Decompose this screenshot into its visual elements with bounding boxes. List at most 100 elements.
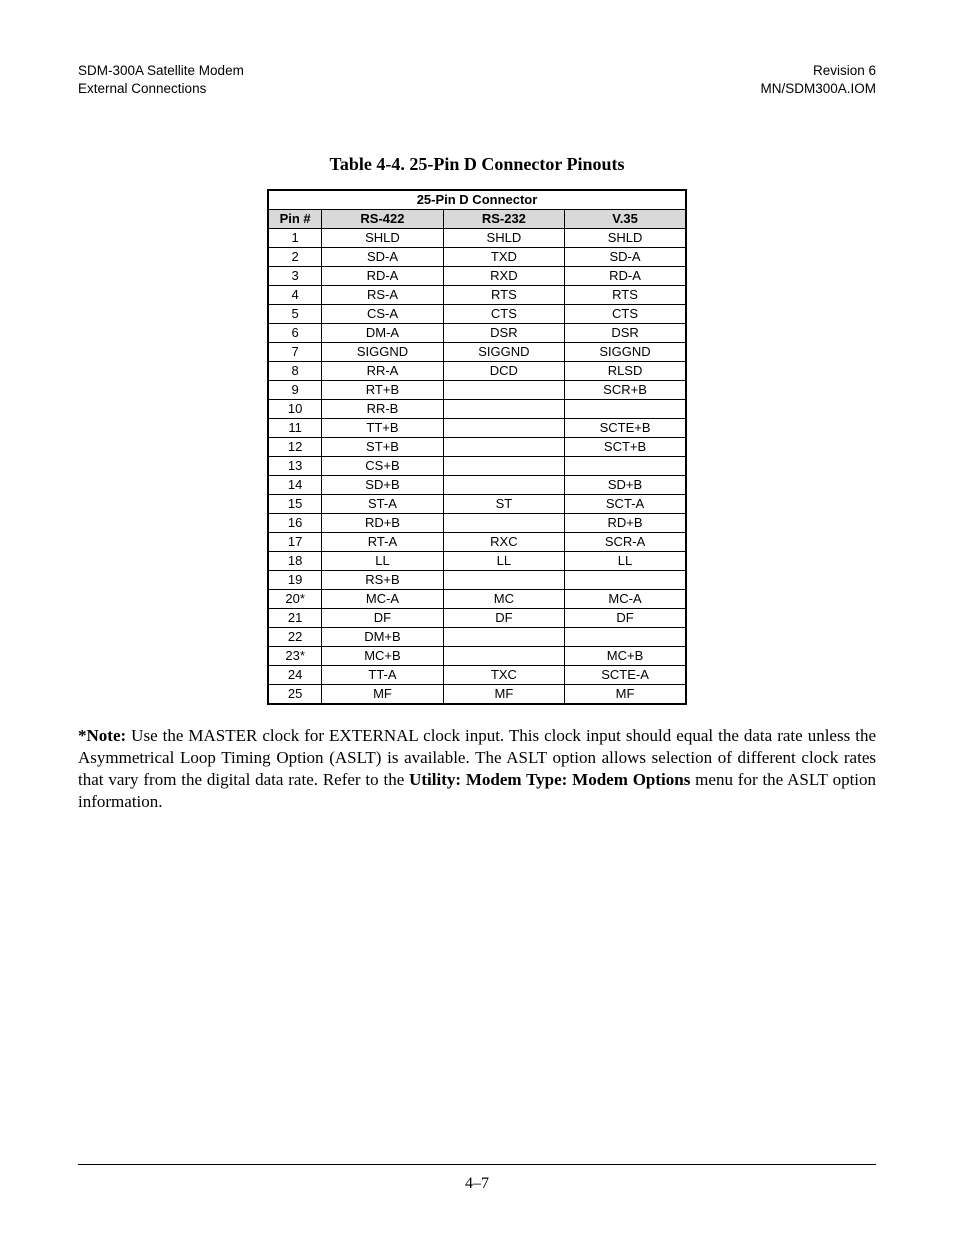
table-cell: 17 [268,533,322,552]
table-cell: TT-A [322,666,443,685]
table-cell: LL [565,552,686,571]
note-paragraph: *Note: Use the MASTER clock for EXTERNAL… [78,725,876,812]
footer-rule [78,1164,876,1165]
table-cell [565,628,686,647]
table-cell: RR-B [322,400,443,419]
table-cell: LL [322,552,443,571]
table-cell: SHLD [322,229,443,248]
table-cell: SIGGND [322,343,443,362]
table-row: 11TT+B SCTE+B [268,419,686,438]
table-cell: TXD [443,248,564,267]
table-cell: 16 [268,514,322,533]
header-right-line2: MN/SDM300A.IOM [760,80,876,98]
table-cell [443,400,564,419]
col-header-v35: V.35 [565,210,686,229]
col-header-rs422: RS-422 [322,210,443,229]
table-cell: DF [565,609,686,628]
table-row: 13CS+B [268,457,686,476]
table-row: 2SD-ATXDSD-A [268,248,686,267]
table-row: 4RS-ARTSRTS [268,286,686,305]
table-span-header: 25-Pin D Connector [268,190,686,210]
table-row: 12ST+B SCT+B [268,438,686,457]
table-cell: RR-A [322,362,443,381]
table-row: 24TT-ATXCSCTE-A [268,666,686,685]
table-cell [443,647,564,666]
table-cell: CTS [443,305,564,324]
table-cell [443,438,564,457]
table-cell: ST+B [322,438,443,457]
table-row: 22DM+B [268,628,686,647]
table-cell: 15 [268,495,322,514]
table-row: 3RD-ARXDRD-A [268,267,686,286]
table-row: 25MFMFMF [268,685,686,705]
table-cell: MC+B [322,647,443,666]
table-cell [443,419,564,438]
col-header-rs232: RS-232 [443,210,564,229]
table-row: 5CS-ACTSCTS [268,305,686,324]
table-cell: DM+B [322,628,443,647]
table-cell: TXC [443,666,564,685]
table-cell: SCR-A [565,533,686,552]
header-left-line1: SDM-300A Satellite Modem [78,62,244,80]
table-cell: TT+B [322,419,443,438]
table-cell: MC+B [565,647,686,666]
table-cell: SHLD [443,229,564,248]
table-cell: ST-A [322,495,443,514]
table-row: 14SD+BSD+B [268,476,686,495]
table-cell [443,476,564,495]
table-row: 8RR-ADCDRLSD [268,362,686,381]
table-cell: RXC [443,533,564,552]
table-cell: 24 [268,666,322,685]
page-number: 4–7 [0,1175,954,1193]
table-cell: SIGGND [443,343,564,362]
note-bold-inner: Utility: Modem Type: Modem Options [409,770,690,789]
table-cell: RD-A [565,267,686,286]
table-cell: RLSD [565,362,686,381]
table-row: 16RD+BRD+B [268,514,686,533]
note-label: *Note: [78,726,126,745]
table-cell: 22 [268,628,322,647]
table-cell: 9 [268,381,322,400]
table-cell: RT+B [322,381,443,400]
table-cell: 25 [268,685,322,705]
table-cell [565,571,686,590]
page-header: SDM-300A Satellite Modem External Connec… [78,62,876,98]
table-cell: 12 [268,438,322,457]
table-cell [443,514,564,533]
col-header-pin: Pin # [268,210,322,229]
table-row: 17RT-ARXCSCR-A [268,533,686,552]
table-cell: SCT+B [565,438,686,457]
table-row: 23*MC+BMC+B [268,647,686,666]
table-row: 15ST-ASTSCT-A [268,495,686,514]
table-cell: 13 [268,457,322,476]
table-cell: RD+B [565,514,686,533]
table-cell: CS-A [322,305,443,324]
table-cell [443,571,564,590]
table-cell: SD-A [565,248,686,267]
header-right-line1: Revision 6 [760,62,876,80]
table-cell: SCTE-A [565,666,686,685]
table-cell: MC-A [322,590,443,609]
table-cell: SD+B [565,476,686,495]
table-cell: DF [322,609,443,628]
table-cell: MF [443,685,564,705]
table-cell: 14 [268,476,322,495]
table-cell: SD-A [322,248,443,267]
table-cell: 20* [268,590,322,609]
table-row: 10RR-B [268,400,686,419]
table-cell: DSR [443,324,564,343]
table-cell: 3 [268,267,322,286]
table-cell: 23* [268,647,322,666]
table-cell: RTS [443,286,564,305]
table-cell: 11 [268,419,322,438]
table-row: 21DFDFDF [268,609,686,628]
table-cell: RT-A [322,533,443,552]
table-cell: DSR [565,324,686,343]
table-cell: 19 [268,571,322,590]
table-cell: RS+B [322,571,443,590]
table-cell: RS-A [322,286,443,305]
table-row: 19RS+B [268,571,686,590]
table-cell: SCTE+B [565,419,686,438]
table-cell: 18 [268,552,322,571]
table-cell: DM-A [322,324,443,343]
